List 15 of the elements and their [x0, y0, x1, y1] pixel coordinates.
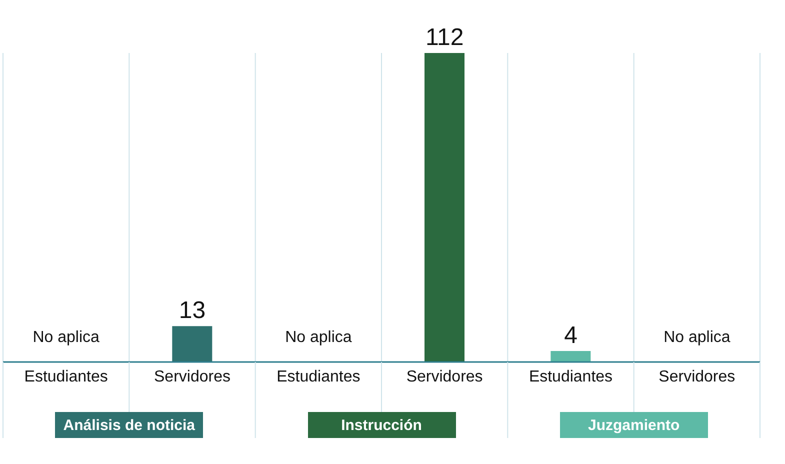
text: Juzgamiento: [560, 412, 708, 438]
x-tick-label: Servidores: [406, 368, 483, 386]
data-label: 112: [425, 24, 464, 51]
text: Análisis de noticia: [55, 412, 204, 438]
text: No aplica: [32, 329, 100, 346]
text: No aplica: [285, 329, 352, 346]
x-tick-label: Servidores: [154, 368, 230, 386]
x-tick-label: Estudiantes: [528, 368, 613, 386]
x-tick-label: Servidores: [658, 368, 736, 386]
x-tick-label: Estudiantes: [24, 368, 108, 386]
data-label: 13: [178, 297, 206, 324]
text: Instrucción: [308, 412, 456, 438]
x-tick-label: Estudiantes: [276, 368, 360, 386]
data-label: 4: [564, 322, 578, 349]
text: No aplica: [664, 329, 730, 346]
